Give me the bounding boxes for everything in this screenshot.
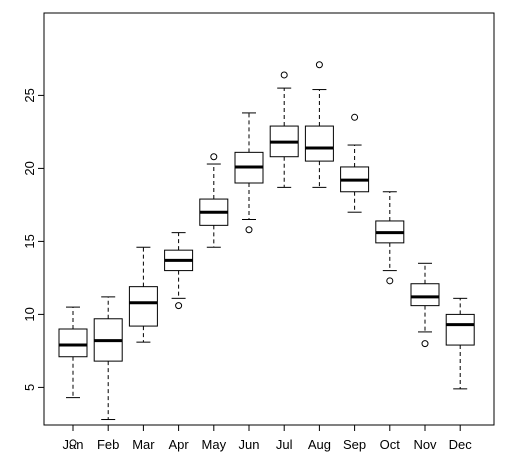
outlier-point [245,226,253,234]
y-tick-label: 10 [22,307,37,321]
outlier-point [386,277,394,285]
x-tick-label-jun: Jun [239,437,260,452]
y-tick-label: 15 [22,234,37,248]
box-apr [164,232,194,310]
x-tick-label-mar: Mar [132,437,155,452]
box-jul [269,71,299,188]
x-tick-label-aug: Aug [308,437,331,452]
outlier-point [210,153,218,161]
x-tick-label-feb: Feb [97,437,119,452]
box-oct [375,191,405,285]
box-may [199,153,229,248]
box-sep [340,113,370,213]
x-tick-label-dec: Dec [449,437,473,452]
x-tick-label-oct: Oct [380,437,401,452]
outlier-point [280,71,288,79]
x-tick-label-nov: Nov [413,437,437,452]
iqr-box [445,313,475,346]
box-feb [93,296,123,421]
iqr-box [304,125,334,162]
outlier-point [421,340,429,348]
iqr-box [410,283,440,307]
y-tick-label: 5 [22,384,37,391]
outlier-point [315,61,323,69]
box-aug [304,61,334,188]
x-tick-label-apr: Apr [168,437,189,452]
outlier-point [175,302,183,310]
iqr-box [58,328,88,358]
box-mar [128,246,158,343]
iqr-box [128,286,158,327]
plot-frame [43,12,495,426]
x-tick-label-sep: Sep [343,437,366,452]
box-nov [410,262,440,348]
boxes-group [58,61,475,447]
y-tick-label: 25 [22,88,37,102]
box-dec [445,297,475,390]
x-tick-label-jul: Jul [276,437,293,452]
box-jun [234,112,264,234]
y-axis: 5 10 15 20 25 [22,88,45,391]
outlier-point [351,113,359,121]
y-tick-label: 20 [22,161,37,175]
outlier-point [69,439,77,447]
x-tick-label-may: May [202,437,227,452]
box-jan [58,306,88,447]
x-axis: JanFebMarAprMayJunJulAugSepOctNovDec [63,424,473,452]
